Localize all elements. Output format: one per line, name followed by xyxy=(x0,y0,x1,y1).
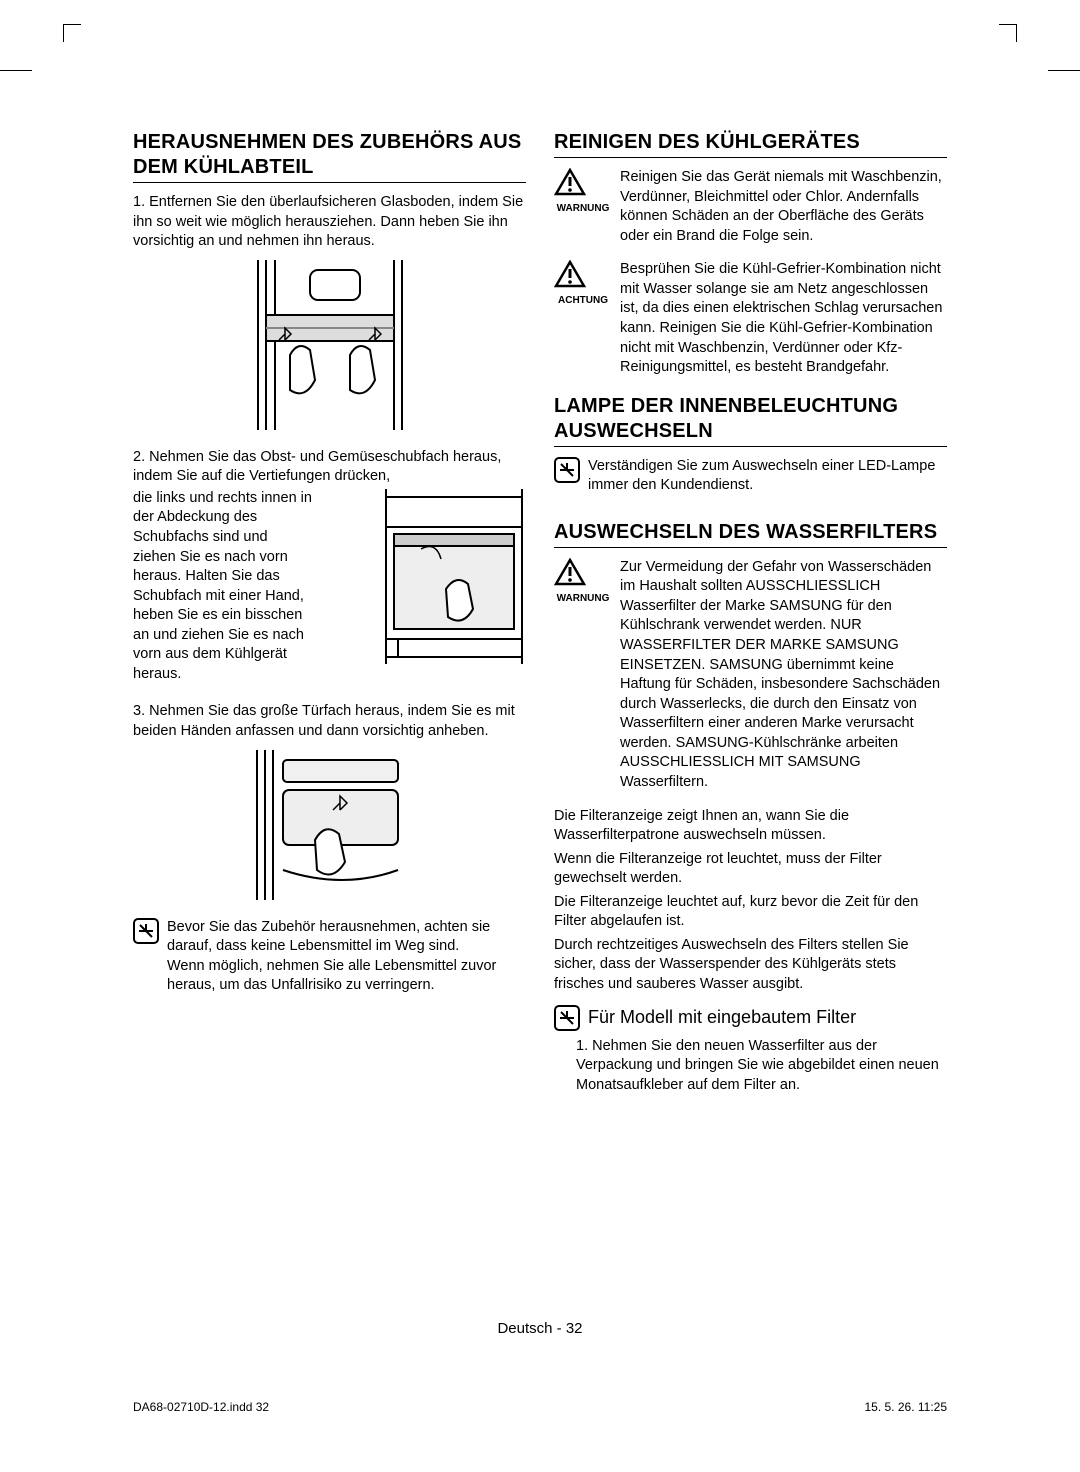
filter-subheading: Für Modell mit eingebautem Filter xyxy=(588,1007,856,1028)
caution-triangle-icon xyxy=(554,260,586,288)
footer-date: 15. 5. 26. 11:25 xyxy=(864,1400,947,1414)
step-1: 1. Entfernen Sie den überlaufsicheren Gl… xyxy=(133,193,526,252)
note-icon xyxy=(554,457,580,488)
caution-1: ACHTUNG Besprühen Sie die Kühl-Gefrier-K… xyxy=(554,260,947,377)
warning-1-text: Reinigen Sie das Gerät niemals mit Wasch… xyxy=(620,168,947,246)
warning-icon-col: WARNUNG xyxy=(554,558,612,604)
filter-step-1: 1. Nehmen Sie den neuen Wasserfilter aus… xyxy=(554,1037,947,1096)
note-zubehoer: Bevor Sie das Zubehör herausnehmen, acht… xyxy=(133,918,526,996)
note-text: Bevor Sie das Zubehör herausnehmen, acht… xyxy=(167,918,526,996)
warning-1: WARNUNG Reinigen Sie das Gerät niemals m… xyxy=(554,168,947,246)
step-2a: 2. Nehmen Sie das Obst- und Gemüseschubf… xyxy=(133,448,526,487)
right-column: REINIGEN DES KÜHLGERÄTES WARNUNG Reinige… xyxy=(554,130,947,1095)
note-icon xyxy=(554,1005,580,1031)
caution-icon-col: ACHTUNG xyxy=(554,260,612,306)
footer-meta: DA68-02710D-12.indd 32 15. 5. 26. 11:25 xyxy=(133,1400,947,1414)
crop-mark xyxy=(999,24,1017,42)
warning-3: WARNUNG Zur Vermeidung der Gefahr von Wa… xyxy=(554,558,947,793)
note-icon xyxy=(133,918,159,949)
section-heading-reinigen: REINIGEN DES KÜHLGERÄTES xyxy=(554,130,947,158)
section-heading-lampe: LAMPE DER INNENBELEUCHTUNG AUSWECHSELN xyxy=(554,394,947,447)
caution-label: ACHTUNG xyxy=(554,295,612,306)
body-1: Die Filteranzeige zeigt Ihnen an, wann S… xyxy=(554,807,947,846)
body-2: Wenn die Filteranzeige rot leuchtet, mus… xyxy=(554,850,947,889)
steps-list: 1. Entfernen Sie den überlaufsicheren Gl… xyxy=(133,193,526,252)
crop-mark xyxy=(1048,70,1080,71)
section-heading-zubehoer: HERAUSNEHMEN DES ZUBEHÖRS AUS DEM KÜHLAB… xyxy=(133,130,526,183)
left-column: HERAUSNEHMEN DES ZUBEHÖRS AUS DEM KÜHLAB… xyxy=(133,130,526,1095)
warning-label: WARNUNG xyxy=(554,593,612,604)
warning-3-text: Zur Vermeidung der Gefahr von Wasserschä… xyxy=(620,558,947,793)
filter-subheading-row: Für Modell mit eingebautem Filter xyxy=(554,1005,947,1031)
body-4: Durch rechtzeitiges Auswechseln des Filt… xyxy=(554,936,947,995)
warning-icon-col: WARNUNG xyxy=(554,168,612,214)
page-content: HERAUSNEHMEN DES ZUBEHÖRS AUS DEM KÜHLAB… xyxy=(133,130,947,1095)
illustration-glasboden xyxy=(230,260,430,430)
page-number: Deutsch - 32 xyxy=(0,1320,1080,1337)
step-2-wrap: 2. Nehmen Sie das Obst- und Gemüseschubf… xyxy=(133,448,526,685)
warning-label: WARNUNG xyxy=(554,203,612,214)
footer-file: DA68-02710D-12.indd 32 xyxy=(133,1400,269,1414)
warning-triangle-icon xyxy=(554,168,586,196)
illustration-tuerfach xyxy=(245,750,415,900)
step-3: 3. Nehmen Sie das große Türfach heraus, … xyxy=(133,702,526,741)
crop-mark xyxy=(0,70,32,71)
section-heading-wasserfilter: AUSWECHSELN DES WASSERFILTERS xyxy=(554,520,947,548)
warning-triangle-icon xyxy=(554,558,586,586)
crop-mark xyxy=(63,24,81,42)
note-led-text: Verständigen Sie zum Auswechseln einer L… xyxy=(588,457,947,496)
note-led: Verständigen Sie zum Auswechseln einer L… xyxy=(554,457,947,496)
illustration-schubfach xyxy=(376,489,526,664)
caution-1-text: Besprühen Sie die Kühl-Gefrier-Kombinati… xyxy=(620,260,947,377)
step-2b: die links und rechts innen in der Abdeck… xyxy=(133,489,313,685)
body-3: Die Filteranzeige leuchtet auf, kurz bev… xyxy=(554,893,947,932)
